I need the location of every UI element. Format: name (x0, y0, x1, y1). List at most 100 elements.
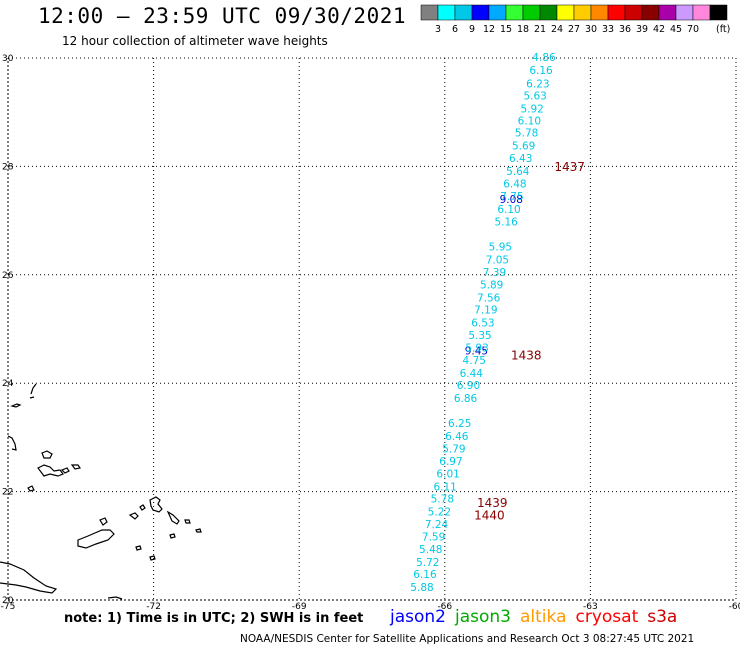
wave-height-label: 5.88 (410, 582, 433, 594)
units-note: note: 1) Time is in UTC; 2) SWH is in fe… (64, 611, 364, 626)
colorbar-tick-label: 30 (585, 24, 597, 35)
lon-tick-label: -75 (1, 602, 16, 612)
wave-height-label: 5.89 (480, 279, 503, 291)
mission-legend-item: jason3 (455, 607, 511, 627)
wave-height-label: 6.10 (497, 204, 520, 216)
island-coast (37, 464, 64, 477)
mission-legend-item: altika (520, 607, 567, 627)
island-coast (184, 519, 191, 524)
wave-height-label: 6.16 (413, 569, 437, 581)
colorbar-tick-label: 12 (483, 24, 495, 35)
wave-height-label: 5.79 (442, 443, 465, 455)
wave-height-label: 5.72 (416, 557, 439, 569)
colorbar-unit: (ft) (716, 24, 730, 35)
map-frame (7, 57, 737, 601)
wave-height-label: 6.53 (471, 317, 494, 329)
time-label: 1440 (474, 508, 505, 522)
colorbar-tick-label: 24 (551, 24, 563, 35)
wave-height-label: 6.46 (445, 431, 469, 443)
island-coast (77, 529, 115, 549)
colorbar-tick-label: 18 (517, 24, 529, 35)
wave-height-label: 9.08 (500, 194, 523, 206)
island-coast (41, 450, 53, 459)
wave-height-label: 6.23 (526, 79, 549, 91)
mission-legend: jason2 jason3 altika cryosat s3a (390, 607, 686, 627)
wave-height-label: 6.43 (509, 153, 532, 165)
island-coast (169, 533, 176, 539)
colorbar-swatch (709, 4, 728, 21)
island-coast (99, 517, 108, 526)
wave-height-label: 5.63 (523, 90, 546, 102)
lon-tick-label: -60 (729, 602, 740, 612)
colorbar-tick-label: 70 (687, 24, 699, 35)
color-legend: 3 6 9 12 15 18 21 24 27 30 33 36 39 42 45 70 (ft) (420, 4, 730, 35)
wave-height-label: 5.78 (515, 128, 538, 140)
mission-legend-item: jason2 (390, 607, 446, 627)
wave-height-label: 5.16 (494, 216, 518, 228)
lon-tick-label: -69 (292, 602, 307, 612)
lat-tick-label: 22 (2, 488, 13, 498)
lat-tick-label: 24 (2, 379, 14, 389)
wave-height-label: 5.92 (520, 103, 543, 115)
island-coast (60, 467, 70, 474)
wave-height-label: 5.48 (419, 544, 442, 556)
wave-height-label: 6.16 (529, 65, 553, 77)
wave-height-label: 5.64 (506, 166, 530, 178)
island-coast (195, 528, 202, 533)
wave-height-label: 7.05 (486, 254, 509, 266)
island-coast (166, 510, 180, 525)
island-coast (107, 596, 123, 600)
time-label: 1439 (477, 496, 508, 510)
colorbar-tick-label: 3 (435, 24, 441, 35)
wave-height-label: 6.10 (518, 116, 541, 128)
lon-tick-label: -66 (437, 602, 452, 612)
wave-height-label: 7.75 (500, 191, 523, 203)
coastline (0, 383, 202, 600)
time-label: 1438 (511, 348, 542, 362)
wave-height-label: 5.35 (468, 330, 491, 342)
wave-height-label: 6.11 (433, 481, 456, 493)
island-coast (0, 561, 58, 594)
island-coast (70, 464, 81, 470)
wave-height-label: 5.95 (489, 241, 512, 253)
colorbar-tick-label: 42 (653, 24, 665, 35)
island-coast (149, 555, 156, 561)
wave-height-label: 6.48 (503, 178, 526, 190)
wave-height-label: 7.19 (474, 305, 497, 317)
wave-height-points: 9.089.454.866.166.235.635.926.105.785.69… (410, 52, 556, 594)
colorbar-tick-label: 15 (500, 24, 512, 35)
time-label: 1437 (554, 160, 585, 174)
island-coast (29, 383, 37, 399)
colorbar-tick-label: 6 (452, 24, 458, 35)
colorbar-tick-label: 36 (619, 24, 631, 35)
island-coast (135, 545, 142, 551)
island-coast (7, 435, 17, 451)
lat-tick-label: 20 (2, 596, 14, 606)
wave-height-label: 5.78 (431, 494, 454, 506)
wave-height-label: 5.22 (428, 506, 451, 518)
wave-height-label: 7.56 (477, 292, 501, 304)
colorbar-tick-label: 27 (568, 24, 580, 35)
map-grid: -75 -72 -69 -66 -63 -60 20 22 24 26 28 30 (1, 54, 740, 612)
wave-height-label: 6.86 (454, 393, 478, 405)
page-title: 12:00 – 23:59 UTC 09/30/2021 (38, 4, 407, 28)
wave-height-label: 4.86 (532, 52, 556, 64)
colorbar-tick-label: 45 (670, 24, 682, 35)
island-coast (10, 403, 22, 408)
wave-height-label: 4.75 (463, 355, 486, 367)
mission-legend-item: cryosat (575, 607, 639, 627)
wave-height-label: 7.59 (422, 532, 445, 544)
lat-tick-label: 28 (2, 162, 14, 172)
wave-height-label: 6.97 (439, 456, 462, 468)
wave-height-label: 7.39 (483, 267, 506, 279)
island-coast (149, 496, 163, 513)
lon-tick-label: -63 (583, 602, 598, 612)
wave-height-label: 5.93 (465, 343, 488, 355)
credit-footer: NOAA/NESDIS Center for Satellite Applica… (240, 633, 695, 645)
island-coast (27, 485, 35, 492)
lon-tick-label: -72 (146, 602, 161, 612)
island-coast (128, 512, 139, 520)
colorbar-tick-label: 9 (469, 24, 475, 35)
